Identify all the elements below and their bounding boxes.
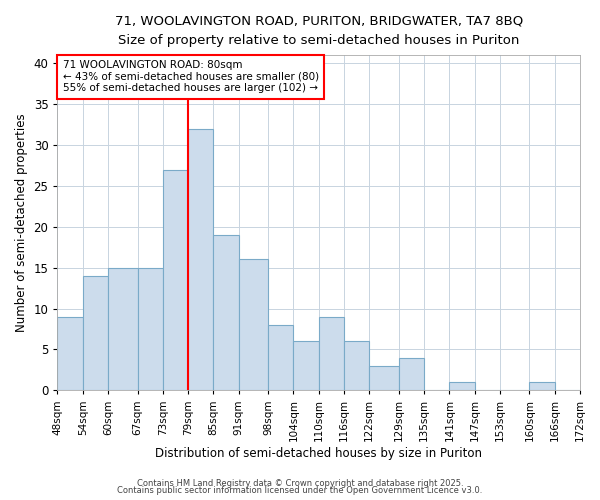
Y-axis label: Number of semi-detached properties: Number of semi-detached properties bbox=[15, 114, 28, 332]
Bar bbox=[214, 235, 239, 390]
Bar bbox=[319, 316, 344, 390]
Bar bbox=[344, 341, 369, 390]
Text: 71 WOOLAVINGTON ROAD: 80sqm
← 43% of semi-detached houses are smaller (80)
55% o: 71 WOOLAVINGTON ROAD: 80sqm ← 43% of sem… bbox=[62, 60, 319, 94]
Title: 71, WOOLAVINGTON ROAD, PURITON, BRIDGWATER, TA7 8BQ
Size of property relative to: 71, WOOLAVINGTON ROAD, PURITON, BRIDGWAT… bbox=[115, 15, 523, 47]
Bar bbox=[369, 366, 399, 390]
Bar bbox=[399, 358, 424, 390]
Bar bbox=[188, 128, 214, 390]
Bar bbox=[58, 316, 83, 390]
Bar bbox=[108, 268, 137, 390]
Text: Contains HM Land Registry data © Crown copyright and database right 2025.: Contains HM Land Registry data © Crown c… bbox=[137, 478, 463, 488]
Bar bbox=[163, 170, 188, 390]
Bar bbox=[529, 382, 555, 390]
X-axis label: Distribution of semi-detached houses by size in Puriton: Distribution of semi-detached houses by … bbox=[155, 447, 482, 460]
Bar bbox=[449, 382, 475, 390]
Bar bbox=[83, 276, 108, 390]
Text: Contains public sector information licensed under the Open Government Licence v3: Contains public sector information licen… bbox=[118, 486, 482, 495]
Bar bbox=[137, 268, 163, 390]
Bar bbox=[268, 325, 293, 390]
Bar bbox=[239, 260, 268, 390]
Bar bbox=[293, 341, 319, 390]
